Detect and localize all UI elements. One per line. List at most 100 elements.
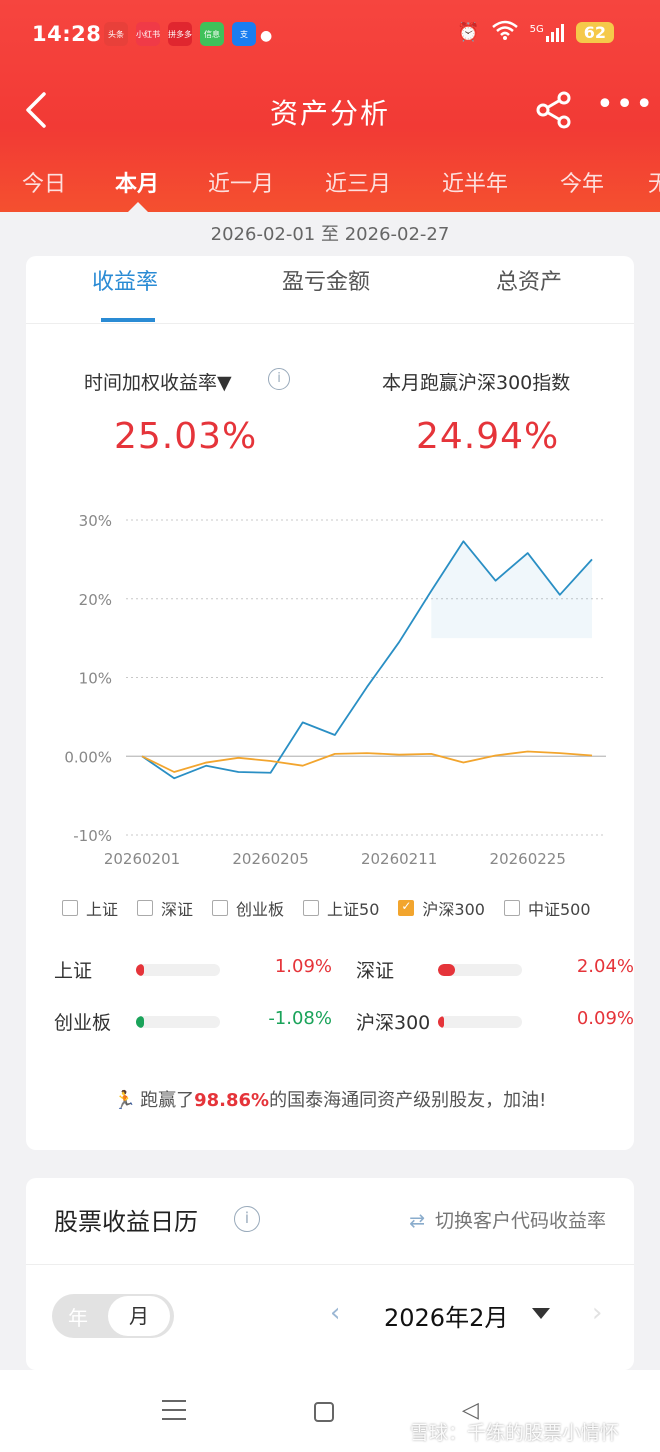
tab-this-month[interactable]: 本月	[115, 172, 160, 197]
legend-label: 深证	[161, 900, 194, 919]
y-tick-label: 30%	[79, 512, 112, 530]
network-type: 5G	[529, 23, 544, 35]
index-bar-fill	[438, 1016, 444, 1028]
subtab-profit-amount[interactable]: 盈亏金额	[282, 270, 371, 295]
home-icon[interactable]	[314, 1402, 334, 1422]
return-analysis-card: 收益率 盈亏金额 总资产 时间加权收益率▼ i 25.03% 本月跑赢沪深300…	[26, 256, 634, 1150]
index-legend: 上证 深证 创业板 上证50 沪深300 中证500	[62, 896, 610, 920]
tab-overflow[interactable]: 无	[648, 172, 660, 197]
return-line-chart: 30% 20% 10% 0.00% -10% 20260201 20260205 202602…	[64, 512, 606, 868]
legend-checkbox[interactable]	[62, 900, 78, 916]
switch-account-label: 切换客户代码收益率	[434, 1210, 606, 1232]
alarm-icon: ⏰	[457, 22, 480, 43]
active-subtab-underline	[101, 318, 155, 322]
calendar-info-icon[interactable]: i	[234, 1206, 260, 1232]
month-selector[interactable]: 2026年2月	[384, 1304, 509, 1332]
index-value: 1.09%	[274, 956, 332, 977]
legend-label: 上证50	[327, 900, 380, 919]
index-bar-fill	[136, 1016, 145, 1028]
y-tick-label: 20%	[79, 591, 112, 609]
legend-item[interactable]: 中证500	[503, 896, 591, 920]
index-value: 0.09%	[576, 1008, 634, 1029]
legend-item[interactable]: 上证50	[303, 896, 379, 920]
index-value: -1.08%	[268, 1008, 332, 1029]
tab-last-month[interactable]: 近一月	[208, 172, 275, 197]
notification-icons: 头条 小红书 拼多多 信息支	[104, 22, 256, 46]
active-tab-indicator	[128, 202, 148, 212]
time-weighted-return-selector[interactable]: 时间加权收益率▼	[84, 372, 232, 394]
divider	[26, 1264, 634, 1265]
more-notifications-dot: ●	[260, 28, 273, 44]
index-return-line	[141, 750, 593, 773]
prev-month-icon[interactable]: ‹	[330, 1298, 341, 1328]
tab-last-3-months[interactable]: 近三月	[325, 172, 392, 197]
y-tick-label: 0.00%	[64, 748, 112, 766]
x-tick-label: 20260205	[232, 850, 308, 868]
legend-item[interactable]: 上证	[62, 896, 118, 920]
month-dropdown-icon[interactable]	[532, 1308, 550, 1319]
tab-this-year[interactable]: 今年	[560, 172, 605, 197]
beat-index-value: 24.94%	[416, 416, 560, 457]
title-bar: 资产分析 •••	[0, 84, 660, 138]
signal-icon: 5G	[529, 23, 564, 42]
tab-last-half-year[interactable]: 近半年	[442, 172, 509, 197]
index-bar	[438, 1016, 522, 1028]
legend-checkbox[interactable]	[398, 899, 415, 916]
index-value: 2.04%	[576, 956, 634, 977]
x-tick-label: 20260225	[490, 850, 566, 868]
year-month-toggle[interactable]: 年 月	[52, 1294, 174, 1338]
switch-account-return-link[interactable]: ⇄ 切换客户代码收益率	[409, 1206, 606, 1233]
beat-peers-message: 🏃 跑赢了98.86%的国泰海通同资产级别股友，加油!	[26, 1086, 634, 1112]
page-title: 资产分析	[269, 97, 390, 130]
legend-checkbox[interactable]	[212, 900, 229, 916]
series-area	[431, 541, 592, 639]
index-bar-fill	[438, 964, 455, 976]
period-tabs: 今日 本月 近一月 近三月 近半年 今年 无	[0, 160, 660, 212]
legend-label: 沪深300	[422, 900, 485, 919]
beat-index-label: 本月跑赢沪深300指数	[382, 372, 571, 394]
battery-indicator: 62	[575, 22, 614, 43]
stock-calendar-card: 股票收益日历 i ⇄ 切换客户代码收益率 年 月 ‹ 2026年2月 ›	[26, 1178, 634, 1370]
notification-app-icon: 拼多多	[168, 22, 192, 46]
legend-item[interactable]: 沪深300	[398, 896, 485, 920]
system-nav-bar: ◁ 雪球：千练的股票小情怀	[0, 1370, 660, 1452]
tab-today[interactable]: 今日	[22, 172, 67, 197]
legend-checkbox[interactable]	[303, 900, 320, 916]
status-time: 14:28	[32, 22, 102, 46]
index-name: 深证	[356, 960, 395, 982]
index-bar-fill	[136, 964, 145, 976]
calendar-title: 股票收益日历	[54, 1208, 198, 1236]
subtab-return-rate[interactable]: 收益率	[92, 270, 159, 295]
switch-arrows-icon: ⇄	[409, 1210, 425, 1232]
notification-app-icon: 支	[232, 22, 256, 46]
watermark: 雪球：千练的股票小情怀	[410, 1422, 620, 1444]
more-options-icon[interactable]: •••	[596, 87, 656, 122]
beat-prefix: 跑赢了	[140, 1090, 195, 1111]
nav-back-icon[interactable]: ◁	[462, 1398, 479, 1423]
next-month-icon[interactable]: ›	[592, 1298, 603, 1328]
toggle-month[interactable]: 月	[108, 1296, 170, 1336]
status-bar: 14:28 头条 小红书 拼多多 信息支 ● ⏰ 5G 62	[0, 18, 660, 54]
toggle-year[interactable]: 年	[68, 1306, 88, 1330]
back-arrow-icon[interactable]	[24, 90, 48, 139]
portfolio-return-line	[141, 540, 593, 780]
menu-icon[interactable]	[162, 1400, 186, 1427]
legend-label: 中证500	[527, 900, 591, 919]
info-icon[interactable]: i	[268, 368, 290, 390]
x-tick-label: 20260201	[104, 850, 180, 868]
x-tick-label: 20260211	[361, 850, 437, 868]
status-right: ⏰ 5G 62	[457, 20, 614, 45]
notification-app-icon: 头条	[104, 22, 128, 46]
legend-item[interactable]: 深证	[137, 896, 193, 920]
legend-checkbox[interactable]	[503, 900, 520, 916]
index-name: 沪深300	[356, 1012, 431, 1034]
notification-app-icon: 小红书	[136, 22, 160, 46]
runner-icon: 🏃	[113, 1090, 137, 1111]
notification-app-icon: 信息	[200, 22, 224, 46]
share-icon[interactable]	[534, 90, 574, 130]
time-weighted-return-value: 25.03%	[114, 416, 258, 457]
subtab-total-assets[interactable]: 总资产	[496, 270, 563, 295]
beat-suffix: 的国泰海通同资产级别股友，加油!	[269, 1090, 547, 1111]
legend-item[interactable]: 创业板	[212, 896, 284, 920]
legend-checkbox[interactable]	[137, 900, 154, 916]
